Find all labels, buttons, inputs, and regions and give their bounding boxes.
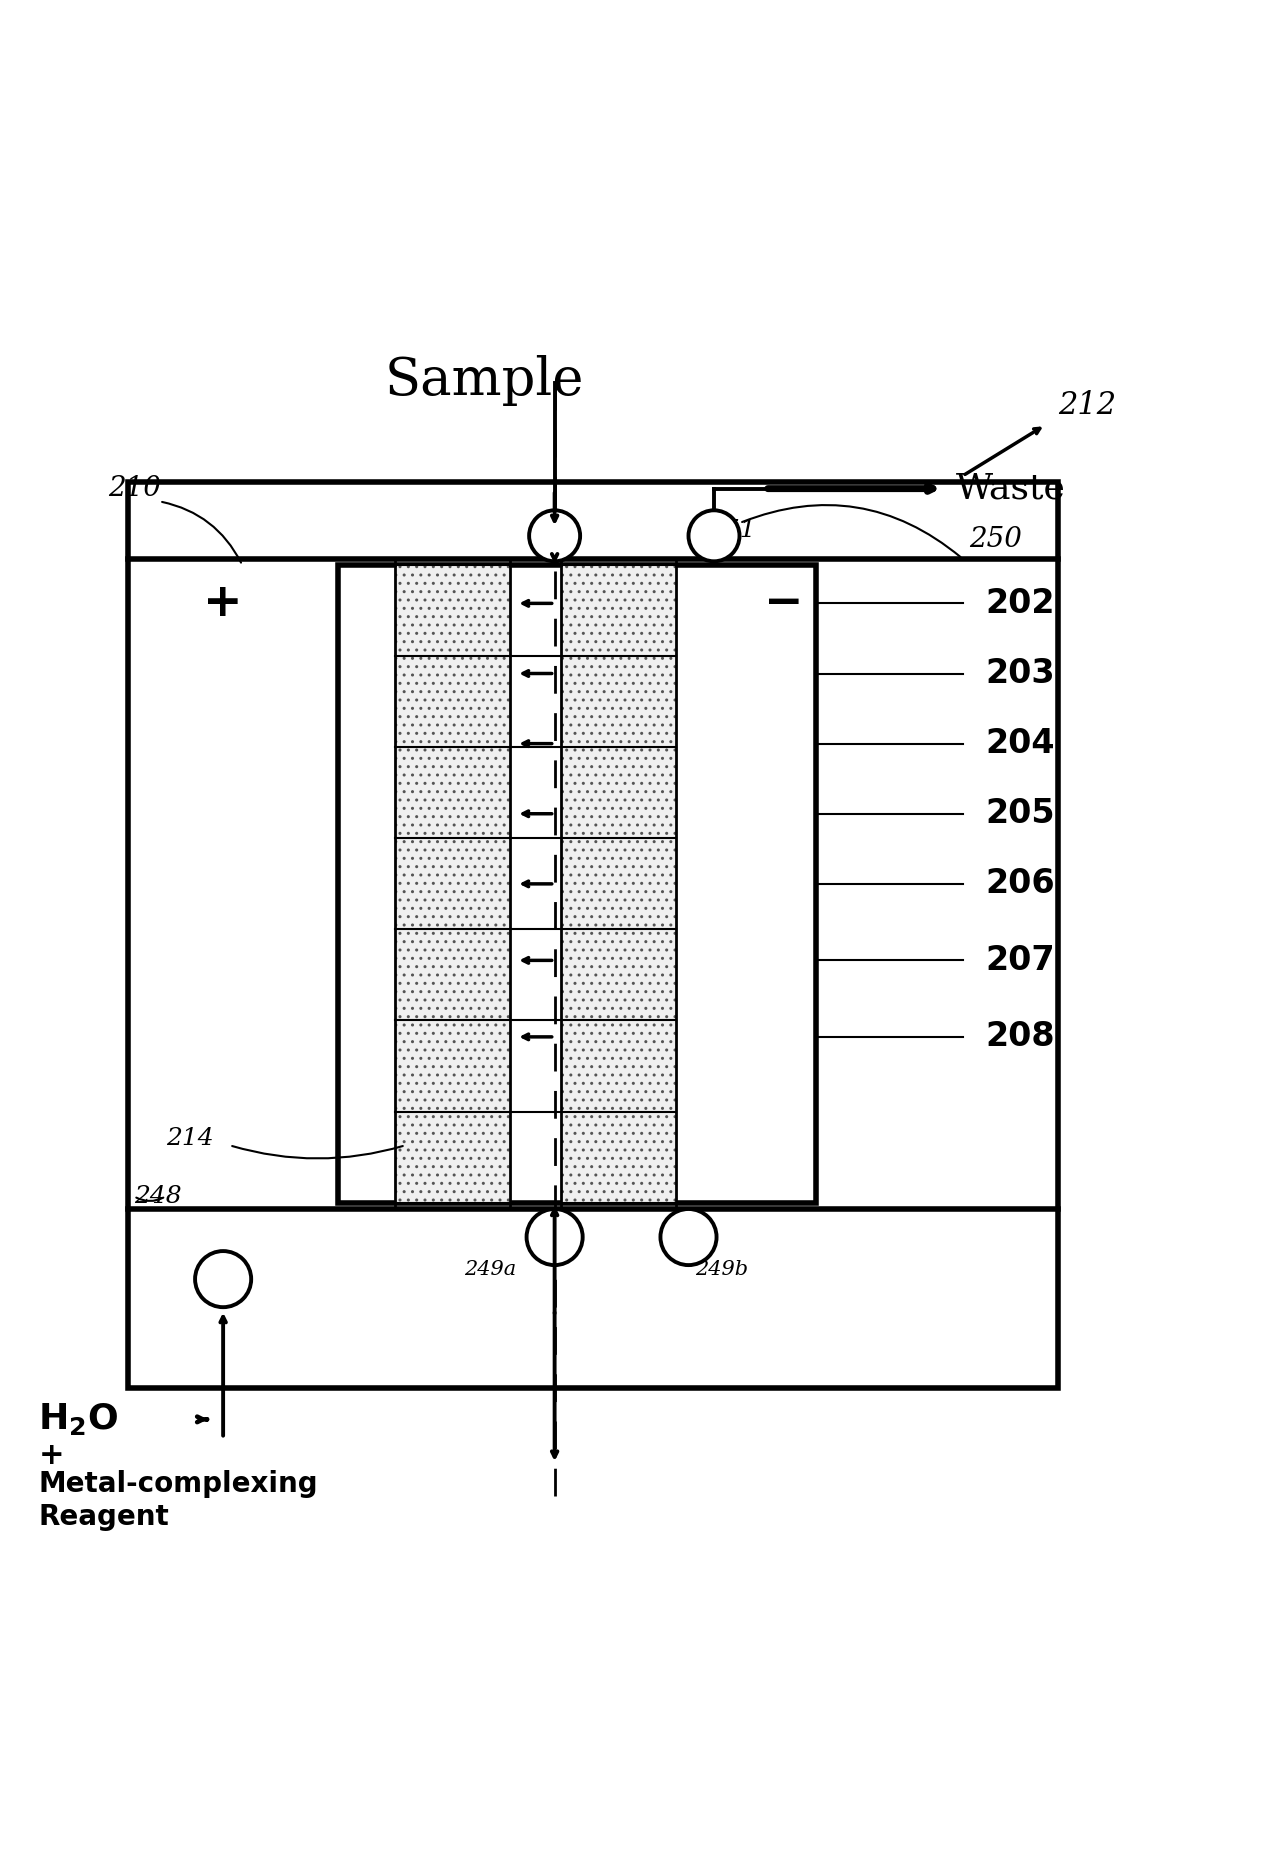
Bar: [395, 565, 510, 1203]
Text: 203: 203: [986, 657, 1054, 691]
Text: Metal-complexing
Reagent: Metal-complexing Reagent: [38, 1471, 317, 1530]
Text: 250: 250: [969, 526, 1021, 553]
Circle shape: [195, 1252, 251, 1307]
Text: $\mathbf{H_2O}$: $\mathbf{H_2O}$: [38, 1402, 119, 1437]
Circle shape: [688, 511, 739, 561]
Text: 205: 205: [986, 797, 1054, 830]
Circle shape: [660, 1209, 717, 1265]
Text: 249b: 249b: [695, 1261, 748, 1279]
Text: 249a: 249a: [464, 1261, 516, 1279]
Text: Sample: Sample: [385, 355, 584, 405]
Circle shape: [529, 511, 580, 561]
Text: 248: 248: [134, 1185, 181, 1207]
Text: 207: 207: [986, 943, 1054, 977]
Text: 208: 208: [986, 1019, 1054, 1053]
Text: 214: 214: [166, 1127, 213, 1149]
Text: −: −: [764, 581, 805, 626]
Circle shape: [527, 1209, 583, 1265]
Text: 206: 206: [986, 867, 1054, 901]
Bar: [561, 565, 676, 1203]
Text: 202: 202: [986, 587, 1054, 620]
Text: 204: 204: [986, 728, 1054, 760]
Text: +: +: [203, 581, 244, 626]
Bar: [128, 483, 1058, 1387]
Text: 212: 212: [1058, 390, 1117, 422]
Text: 210: 210: [108, 475, 161, 501]
Text: 251: 251: [708, 520, 755, 542]
Bar: [338, 565, 816, 1203]
Text: +: +: [38, 1441, 64, 1469]
Text: Waste: Waste: [956, 472, 1066, 505]
